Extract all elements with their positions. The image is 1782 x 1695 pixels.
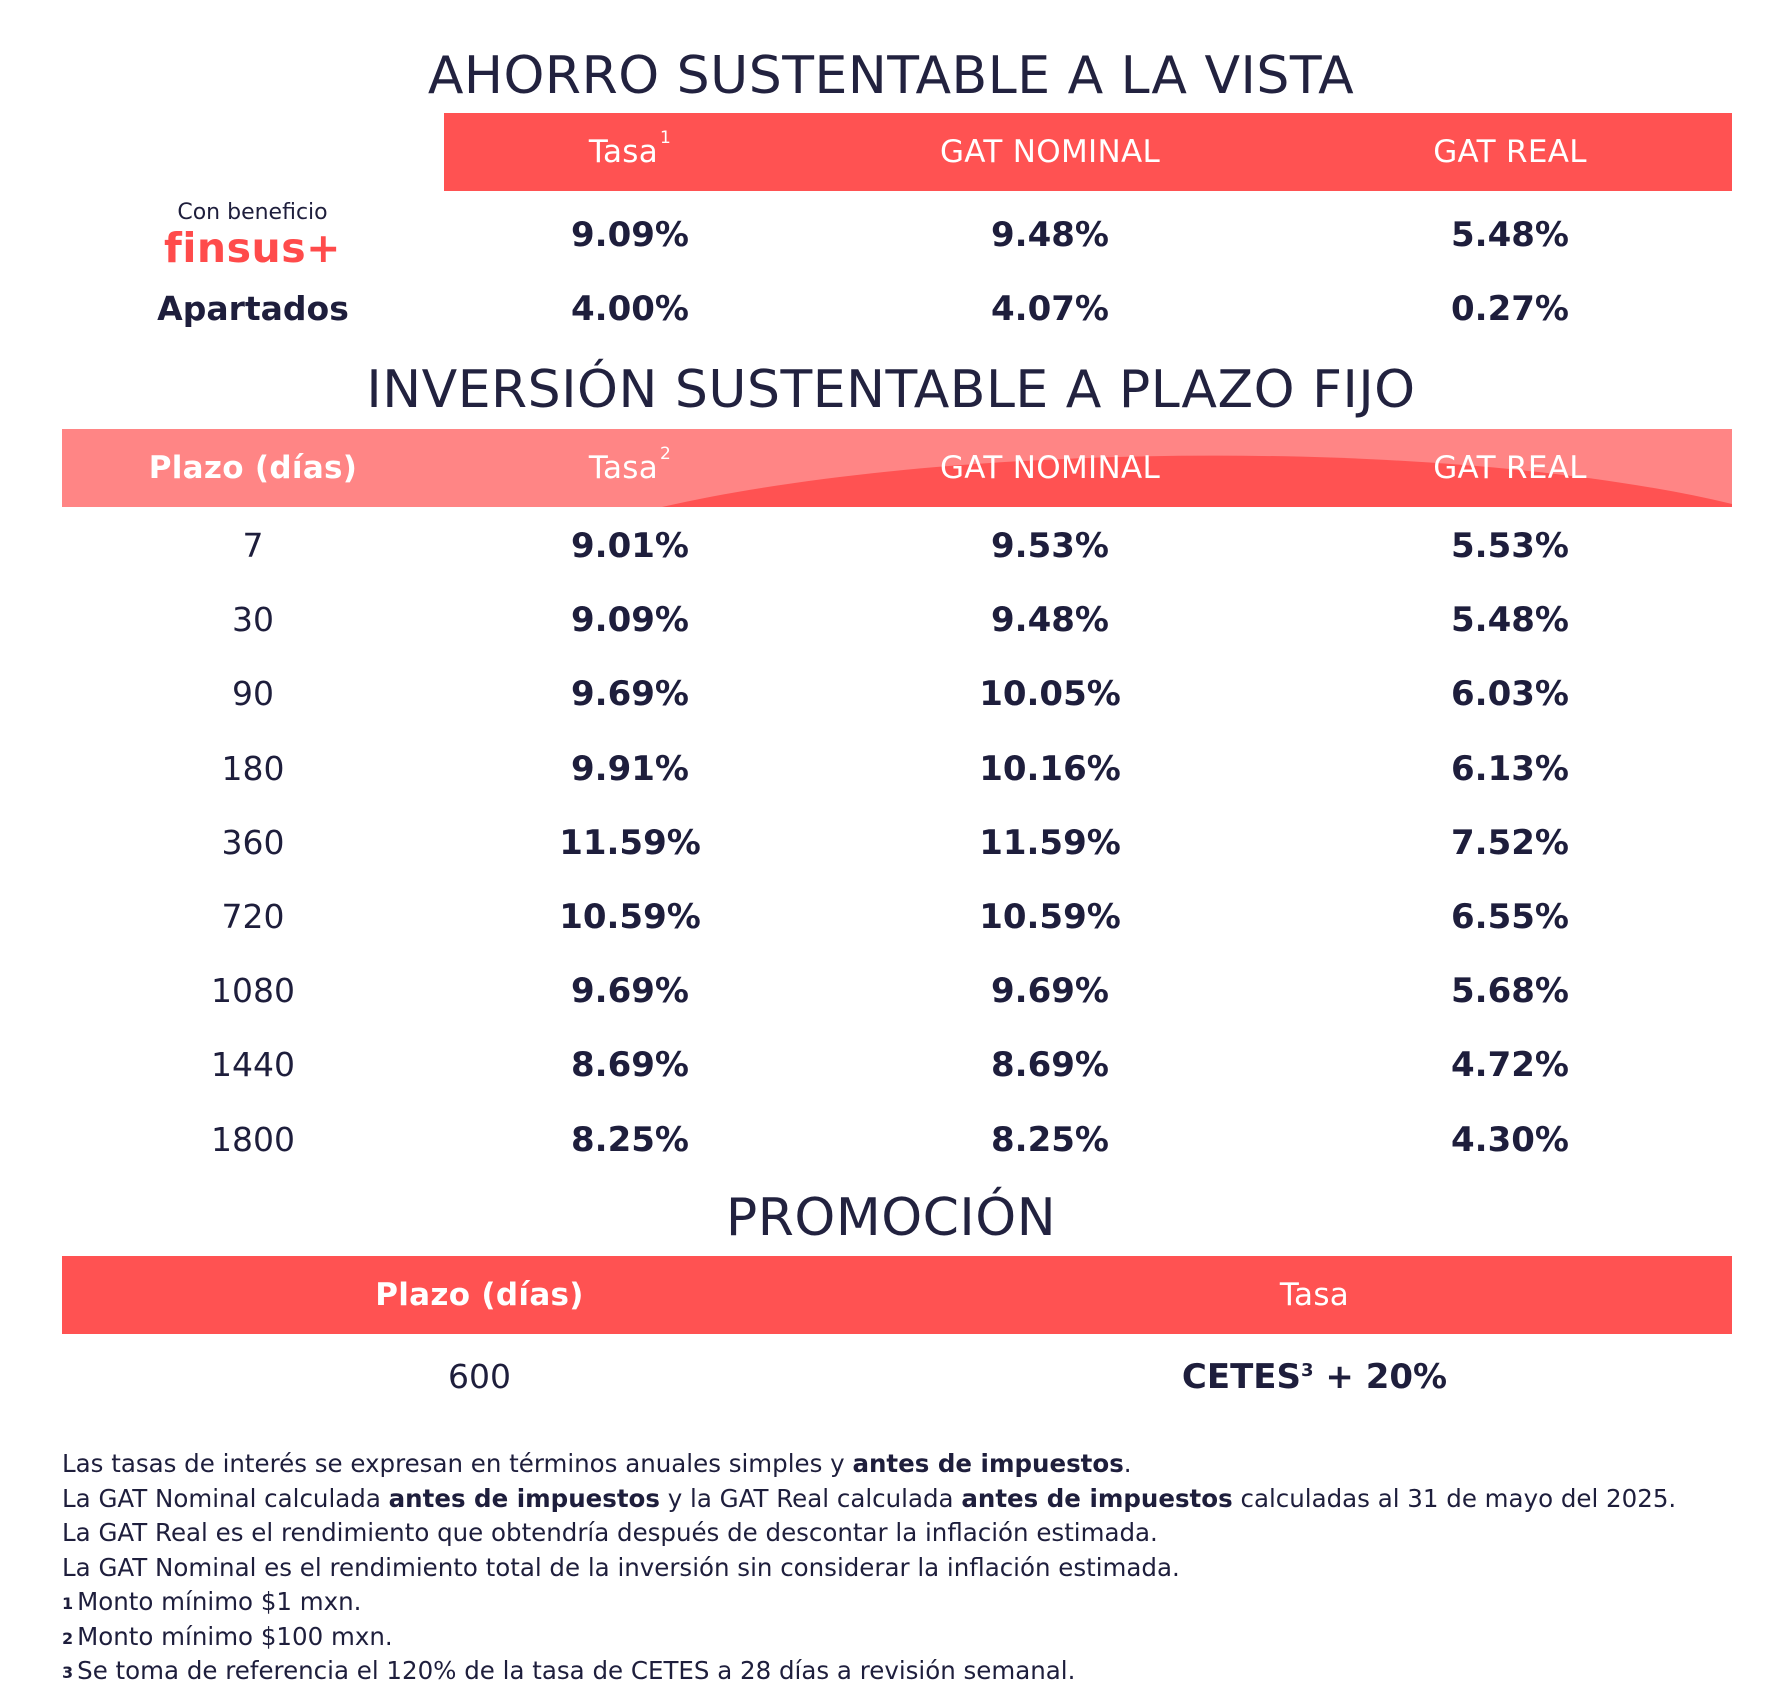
- cell-gat-real: 4.72%: [1451, 1045, 1569, 1086]
- cell-gat-nominal: 9.69%: [991, 971, 1109, 1012]
- ahorro-header-tasa: Tasa 1: [588, 128, 672, 170]
- cell-gat-nominal: 8.69%: [991, 1045, 1109, 1086]
- cell-tasa: CETES3 + 20%: [1181, 1357, 1448, 1397]
- cell-plazo: 7: [242, 526, 264, 565]
- cell-gat-nominal: 10.16%: [979, 748, 1121, 789]
- cell-gat-nominal: 9.48%: [991, 215, 1109, 255]
- cell-gat-nominal: 4.07%: [991, 289, 1109, 329]
- cell-gat-nominal: 9.53%: [991, 526, 1109, 566]
- cell-plazo: 360: [221, 822, 285, 862]
- ahorro-header-gat-real: GAT REAL: [1433, 134, 1587, 170]
- cell-gat-real: 5.53%: [1451, 526, 1569, 566]
- table-row: 7 9.01% 9.53% 5.53%: [0, 509, 1782, 583]
- cell-plazo: 1440: [211, 1045, 295, 1085]
- table-row: 1080 9.69% 9.69% 5.68%: [0, 954, 1782, 1028]
- ahorro-row-finsus: 9.09% 9.48% 5.48%: [0, 198, 1782, 272]
- cell-gat-nominal: 10.05%: [979, 674, 1121, 715]
- table-row: 720 10.59% 10.59% 6.55%: [0, 880, 1782, 954]
- footnote-1: 1 Monto mínimo $1 mxn.: [62, 1587, 362, 1616]
- table-row: 1440 8.69% 8.69% 4.72%: [0, 1028, 1782, 1102]
- inversion-header-plazo: Plazo (días): [148, 450, 358, 486]
- promocion-row: 600 CETES3 + 20%: [0, 1340, 1782, 1414]
- cell-plazo: 180: [221, 748, 285, 788]
- ahorro-header-gat-nominal: GAT NOMINAL: [939, 134, 1161, 170]
- cell-tasa: 9.69%: [571, 674, 689, 715]
- finsus-brand: Con beneficio finsus+: [150, 200, 355, 270]
- cell-gat-real: 5.68%: [1451, 971, 1569, 1012]
- cell-tasa: 9.01%: [571, 526, 689, 566]
- cell-gat-real: 6.13%: [1451, 748, 1569, 789]
- cell-tasa: 9.69%: [571, 971, 689, 1012]
- cell-tasa: 10.59%: [559, 897, 701, 937]
- inversion-header-tasa: Tasa 2: [588, 444, 672, 486]
- cell-gat-real: 5.48%: [1451, 215, 1569, 255]
- cell-plazo: 720: [221, 897, 285, 936]
- cell-tasa: 9.09%: [571, 600, 689, 641]
- cell-tasa: 4.00%: [571, 289, 689, 329]
- footnote-line: La GAT Nominal es el rendimiento total d…: [62, 1552, 1180, 1582]
- footnote-line: La GAT Nominal calculada antes de impues…: [62, 1483, 1677, 1513]
- table-row: 90 9.69% 10.05% 6.03%: [0, 657, 1782, 731]
- cell-gat-real: 5.48%: [1451, 600, 1569, 641]
- inversion-header-gat-real: GAT REAL: [1433, 450, 1587, 486]
- cell-gat-real: 7.52%: [1451, 822, 1569, 863]
- cell-tasa: 9.09%: [571, 215, 689, 255]
- promocion-header-bar: Plazo (días) Tasa: [62, 1256, 1732, 1334]
- cell-gat-real: 6.03%: [1451, 674, 1569, 715]
- cell-gat-real: 0.27%: [1451, 289, 1569, 329]
- table-row: 1800 8.25% 8.25% 4.30%: [0, 1103, 1782, 1177]
- footnote-3: 3 Se toma de referencia el 120% de la tas…: [62, 1656, 1076, 1685]
- cell-tasa: 11.59%: [559, 822, 701, 863]
- table-row: 360 11.59% 11.59% 7.52%: [0, 806, 1782, 880]
- footnote-line: Las tasas de interés se expresan en térm…: [62, 1449, 1132, 1478]
- footnotes: Las tasas de interés se expresan en térm…: [62, 1447, 1752, 1689]
- promocion-title: PROMOCIÓN: [725, 1188, 1057, 1248]
- cell-plazo: 90: [232, 674, 274, 714]
- cell-plazo: 600: [448, 1357, 511, 1396]
- header-wave: [662, 455, 1732, 507]
- cell-tasa: 8.69%: [571, 1045, 689, 1086]
- promocion-header-plazo: Plazo (días): [375, 1277, 584, 1313]
- cell-gat-nominal: 10.59%: [979, 897, 1121, 937]
- table-row: 180 9.91% 10.16% 6.13%: [0, 732, 1782, 806]
- finsus-logo: finsus+: [164, 224, 341, 272]
- ahorro-title: AHORRO SUSTENTABLE A LA VISTA: [427, 46, 1355, 106]
- cell-plazo: 1080: [211, 971, 295, 1011]
- cell-tasa: 9.91%: [571, 748, 689, 789]
- cell-gat-real: 4.30%: [1451, 1119, 1569, 1160]
- footnote-2: 2 Monto mínimo $100 mxn.: [62, 1621, 393, 1651]
- cell-plazo: 1800: [211, 1119, 295, 1159]
- inversion-title: INVERSIÓN SUSTENTABLE A PLAZO FIJO: [366, 360, 1416, 420]
- cell-tasa: 8.25%: [571, 1119, 689, 1160]
- cell-gat-nominal: 8.25%: [991, 1119, 1109, 1160]
- promocion-header-tasa: Tasa: [1279, 1277, 1350, 1313]
- cell-label: Apartados: [157, 289, 349, 328]
- inversion-header-bar: Plazo (días) Tasa 2 GAT NOMINAL GAT REAL: [62, 429, 1732, 507]
- cell-gat-nominal: 9.48%: [991, 600, 1109, 641]
- inversion-header-gat-nominal: GAT NOMINAL: [939, 450, 1161, 486]
- cell-plazo: 30: [232, 600, 274, 640]
- cell-gat-nominal: 11.59%: [979, 822, 1121, 863]
- cell-gat-real: 6.55%: [1451, 897, 1569, 937]
- table-row: 30 9.09% 9.48% 5.48%: [0, 583, 1782, 657]
- footnote-line: La GAT Real es el rendimiento que obtend…: [62, 1518, 1158, 1547]
- ahorro-header-bar: Tasa 1 GAT NOMINAL GAT REAL: [444, 113, 1732, 191]
- ahorro-row-apartados: Apartados 4.00% 4.07% 0.27%: [0, 272, 1782, 346]
